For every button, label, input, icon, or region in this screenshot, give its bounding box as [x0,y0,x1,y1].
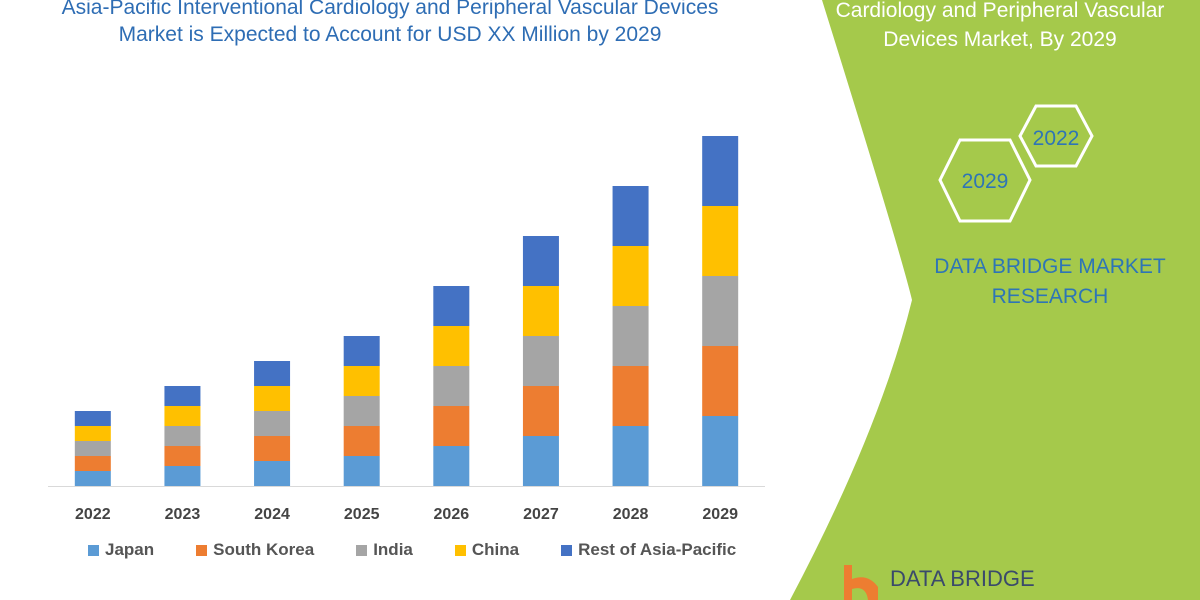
bar-india-2026 [433,366,470,406]
brand-text: DATA BRIDGE MARKET RESEARCH [934,255,1166,308]
bar-japan-2024 [254,461,291,486]
bar-china-2028 [612,246,649,306]
bar-south-korea-2028 [612,366,649,426]
x-tick-label: 2024 [254,506,290,523]
bar-south-korea-2024 [254,436,291,461]
right-panel-title: Cardiology and Peripheral Vascular Devic… [835,0,1165,51]
bar-south-korea-2023 [164,446,201,466]
bar-china-2029 [702,206,739,276]
bar-china-2025 [343,366,380,396]
bar-india-2029 [702,276,739,346]
bar-rest-of-asia-pacific-2022 [74,411,111,426]
bar-south-korea-2022 [74,456,111,471]
legend-swatch [196,544,208,556]
legend-item: China [454,540,520,560]
legend-swatch [561,544,573,556]
bar-japan-2025 [343,456,380,486]
bar-china-2027 [522,286,559,336]
bar-rest-of-asia-pacific-2028 [612,186,649,246]
chart-title: Asia-Pacific Interventional Cardiology a… [61,0,719,46]
legend-label: India [373,540,413,559]
legend-label: Japan [105,540,155,559]
bar-japan-2023 [164,466,201,486]
x-tick-label: 2029 [702,506,738,523]
hex-label-2029: 2029 [962,170,1009,193]
legend-item: South Korea [196,540,314,560]
x-tick-label: 2022 [75,506,111,523]
year-hexagons: 2022 2029 [938,104,1094,223]
legend-swatch [356,544,368,556]
legend-swatch [454,544,466,556]
bar-rest-of-asia-pacific-2029 [702,136,739,206]
legend-label: China [471,540,520,559]
green-panel [790,0,1200,600]
bar-japan-2026 [433,446,470,486]
bar-rest-of-asia-pacific-2023 [164,386,201,406]
hexagon-2029 [938,138,1032,223]
bar-india-2022 [74,441,111,456]
bar-rest-of-asia-pacific-2027 [522,236,559,286]
legend-label: Rest of Asia-Pacific [578,540,737,559]
bar-india-2028 [612,306,649,366]
bar-india-2025 [343,396,380,426]
bar-south-korea-2029 [702,346,739,416]
bar-india-2023 [164,426,201,446]
bar-india-2024 [254,411,291,436]
legend-item: Japan [88,540,154,560]
bar-japan-2022 [74,471,111,486]
bar-china-2022 [74,426,111,441]
bar-south-korea-2026 [433,406,470,446]
x-tick-label: 2028 [613,506,649,523]
logo-icon [844,565,878,600]
bar-south-korea-2027 [522,386,559,436]
legend-item: Rest of Asia-Pacific [561,540,736,560]
legend: Japan South Korea India China Rest of Asia-P… [88,540,778,560]
x-tick-label: 2027 [523,506,559,523]
bar-japan-2027 [522,436,559,486]
logo-text: DATA BRIDGE [890,566,1035,591]
bar-rest-of-asia-pacific-2024 [254,361,291,386]
bar-rest-of-asia-pacific-2025 [343,336,380,366]
bar-china-2026 [433,326,470,366]
bar-south-korea-2025 [343,426,380,456]
legend-label: South Korea [213,540,315,559]
bar-japan-2029 [702,416,739,486]
bar-japan-2028 [612,426,649,486]
x-tick-label: 2026 [434,506,470,523]
legend-item: India [356,540,413,560]
x-tick-label: 2023 [165,506,201,523]
stacked-bar-chart: 2022 2023 2024 2025 2026 2027 2028 2029 [48,136,765,523]
hexagon-2022 [1018,104,1094,168]
bar-india-2027 [522,336,559,386]
hex-label-2022: 2022 [1033,127,1080,150]
x-tick-label: 2025 [344,506,380,523]
bar-rest-of-asia-pacific-2026 [433,286,470,326]
bar-china-2023 [164,406,201,426]
bar-china-2024 [254,386,291,411]
legend-swatch [88,544,99,556]
